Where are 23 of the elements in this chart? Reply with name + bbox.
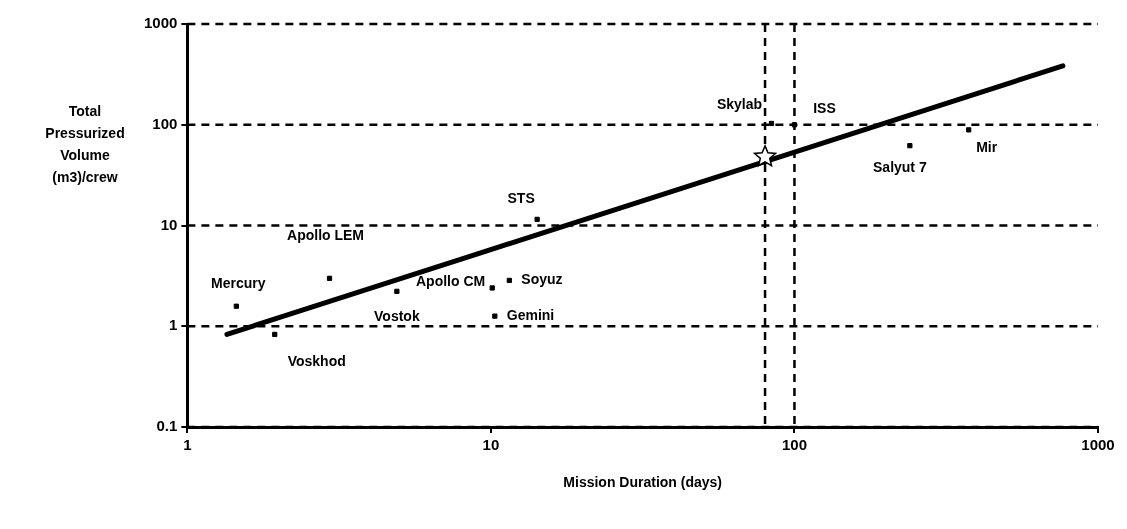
y-tick-label: 1 [169, 316, 178, 334]
x-axis-title: Mission Duration (days) [563, 473, 723, 490]
y-axis-title: Total Pressurized Volume (m3)/crew [45, 103, 125, 186]
series-label: Apollo CM [416, 272, 486, 289]
series-label: Soyuz [521, 271, 563, 288]
x-tick-label: 1000 [1081, 436, 1115, 454]
series-label: Skylab [716, 96, 763, 113]
series-label: Mercury [211, 275, 266, 292]
series-label: STS [507, 190, 535, 207]
x-tick-label: 100 [781, 436, 807, 454]
y-tick-label: 10 [160, 215, 178, 233]
series-label: ISS [813, 99, 836, 116]
text: Apollo LEM [287, 227, 365, 244]
x-tick-label: 1 [183, 436, 192, 454]
series-label: Vostok [374, 308, 420, 325]
series-label: Salyut 7 [873, 158, 927, 175]
series-label: Gemini [506, 307, 555, 323]
series-label: Mir [976, 138, 998, 155]
x-tick-label: 10 [482, 436, 500, 454]
y-tick-label: 0.1 [156, 417, 178, 435]
y-tick-label: 1000 [143, 14, 178, 32]
y-tick-label: 100 [152, 114, 178, 132]
series-label: Voskhod [287, 353, 346, 370]
